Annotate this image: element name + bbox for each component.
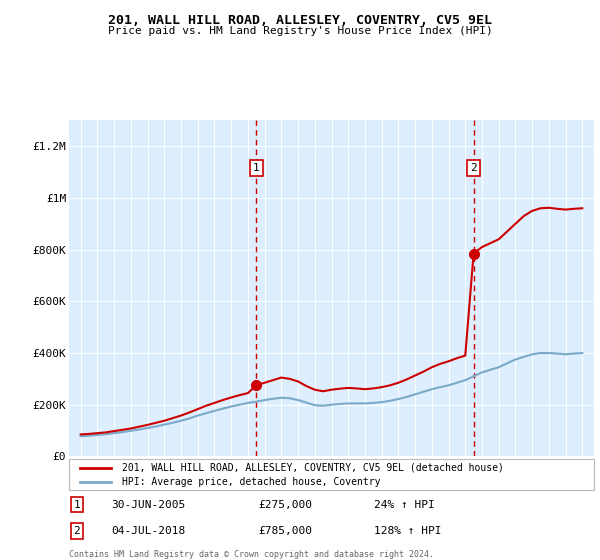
Text: 201, WALL HILL ROAD, ALLESLEY, COVENTRY, CV5 9EL (detached house): 201, WALL HILL ROAD, ALLESLEY, COVENTRY,… (121, 463, 503, 473)
Text: 201, WALL HILL ROAD, ALLESLEY, COVENTRY, CV5 9EL: 201, WALL HILL ROAD, ALLESLEY, COVENTRY,… (108, 14, 492, 27)
Text: 2: 2 (74, 526, 80, 536)
Text: Contains HM Land Registry data © Crown copyright and database right 2024.
This d: Contains HM Land Registry data © Crown c… (69, 550, 434, 560)
Text: 1: 1 (74, 500, 80, 510)
Text: 04-JUL-2018: 04-JUL-2018 (111, 526, 185, 536)
Text: £785,000: £785,000 (258, 526, 312, 536)
Text: Price paid vs. HM Land Registry's House Price Index (HPI): Price paid vs. HM Land Registry's House … (107, 26, 493, 36)
Text: 30-JUN-2005: 30-JUN-2005 (111, 500, 185, 510)
Text: 128% ↑ HPI: 128% ↑ HPI (373, 526, 441, 536)
Text: HPI: Average price, detached house, Coventry: HPI: Average price, detached house, Cove… (121, 477, 380, 487)
Text: 2: 2 (470, 163, 477, 173)
Text: 1: 1 (253, 163, 260, 173)
Text: 24% ↑ HPI: 24% ↑ HPI (373, 500, 434, 510)
Text: £275,000: £275,000 (258, 500, 312, 510)
FancyBboxPatch shape (69, 459, 594, 490)
